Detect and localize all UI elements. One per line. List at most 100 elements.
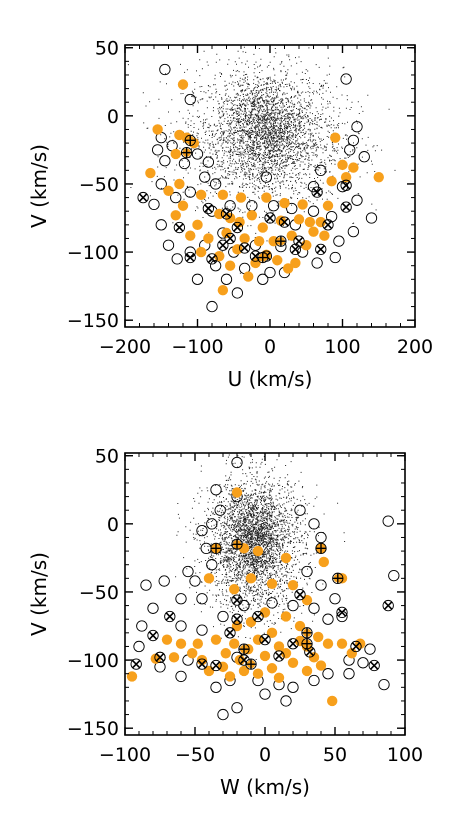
wv-open-circle-point	[238, 599, 250, 612]
wv-filled-circle-point	[259, 607, 271, 618]
uv-x-tick-label: 100	[324, 336, 360, 358]
wv-open-circle-point	[136, 620, 148, 632]
uv-open-circle-point	[209, 178, 222, 190]
wv-crossed-circle-point	[154, 651, 166, 663]
wv-open-circle-point	[196, 624, 208, 636]
uv-filled-circle-point	[232, 244, 243, 255]
uv-filled-circle-point	[253, 235, 265, 247]
uv-open-circle-point	[333, 235, 345, 247]
wv-open-circle-point	[378, 678, 390, 691]
uv-open-circle-point	[325, 211, 338, 223]
uv-crossed-circle-point	[315, 243, 327, 255]
uv-filled-circle-point	[224, 260, 236, 271]
wv-filled-circle-point	[322, 638, 334, 649]
wv-filled-circle-point	[229, 638, 240, 649]
uv-crossed-circle-point	[340, 201, 352, 213]
wv-plus-circle-point	[301, 627, 313, 639]
uv-x-tick-label: −200	[99, 336, 151, 358]
wv-open-circle-point	[175, 593, 187, 605]
wv-plus-circle-point	[301, 638, 313, 650]
uv-filled-circle-point	[163, 185, 174, 196]
wv-filled-circle-point	[313, 631, 324, 643]
uv-x-tick-label: 0	[264, 336, 276, 358]
wv-filled-circle-point	[252, 668, 264, 679]
uv-axis-ticks: −200 −100 0 100 200 −150 −100 −50 0 50	[67, 38, 433, 358]
uv-open-circle-point	[151, 144, 164, 156]
wv-open-circle-point	[214, 504, 226, 516]
wv-crossed-circle-point	[273, 650, 285, 662]
wv-filled-circle-point	[318, 556, 329, 568]
uv-filled-circle-point	[290, 257, 301, 269]
uv-crossed-circle-point	[311, 186, 323, 198]
uv-crossed-circle-point	[220, 208, 233, 220]
uv-filled-circle-point	[326, 176, 337, 187]
wv-filled-circle-point	[245, 573, 257, 584]
wv-open-circle-point	[175, 620, 187, 632]
uv-filled-circle-point	[297, 199, 308, 210]
uv-filled-circle-point	[195, 189, 207, 201]
wv-open-circle-point	[200, 542, 212, 555]
wv-y-axis-title: V (km/s)	[27, 552, 51, 636]
uv-open-circle-point	[358, 151, 370, 163]
wv-open-circle-point	[206, 518, 218, 530]
wv-open-circle-point	[259, 688, 271, 700]
wv-filled-circle-point	[315, 660, 327, 671]
wv-open-circle-point	[206, 559, 218, 571]
uv-open-circle-point	[257, 273, 269, 285]
wv-crossed-circle-point	[147, 629, 159, 642]
wv-filled-circle-point	[273, 641, 285, 652]
uv-open-circle-point	[199, 171, 211, 183]
wv-filled-circle-point	[266, 627, 278, 639]
wv-open-circle-point	[217, 708, 229, 721]
wv-filled-circle-point	[252, 545, 264, 557]
wv-crossed-circle-point	[252, 610, 264, 623]
wv-crossed-circle-point	[294, 589, 306, 601]
uv-open-circle-point	[202, 156, 215, 168]
wv-open-circle-point	[322, 668, 334, 680]
wv-panel: −100 −50 0 50 100 −150 −100 −50 0 50 W (km/s) V (…	[27, 446, 423, 799]
wv-open-circle-point	[217, 610, 229, 623]
uv-filled-circle-point	[177, 79, 189, 90]
uv-open-circle-point	[171, 253, 183, 265]
uv-open-circle-point	[191, 148, 204, 160]
wv-filled-circle-point	[238, 665, 250, 677]
uv-y-axis-title: V (km/s)	[27, 144, 51, 228]
wv-filled-circle-point	[266, 578, 278, 589]
wv-filled-circle-point	[327, 695, 338, 707]
uv-filled-circle-point	[214, 250, 225, 262]
uv-filled-circle-point	[246, 210, 258, 221]
uv-open-circle-point	[264, 266, 276, 279]
wv-filled-circle-point	[192, 638, 203, 649]
uv-filled-circle-point	[174, 178, 185, 190]
wv-open-circle-point	[196, 525, 208, 537]
wv-open-circle-point	[294, 504, 306, 516]
wv-open-circle-point	[329, 593, 341, 605]
uv-open-circle-point	[206, 300, 218, 313]
uv-open-circle-point	[329, 251, 341, 264]
wv-filled-circle-point	[336, 638, 348, 649]
wv-filled-circle-point	[280, 552, 292, 564]
uv-filled-circle-point	[348, 162, 359, 173]
uv-filled-circle-point	[272, 255, 283, 266]
wv-open-circle-point	[308, 602, 320, 614]
wv-filled-circle-point	[175, 638, 187, 649]
wv-open-circle-point	[147, 602, 159, 614]
wv-filled-circle-point	[210, 634, 222, 645]
wv-x-tick-label: −100	[99, 744, 151, 766]
wv-filled-circle-point	[220, 648, 231, 659]
wv-plus-circle-point	[315, 542, 327, 555]
uv-open-circle-point	[344, 144, 356, 156]
uv-y-tick-label: −50	[79, 174, 119, 196]
wv-filled-circle-point	[126, 671, 138, 682]
wv-crossed-circle-point	[196, 658, 208, 670]
wv-x-axis-title: W (km/s)	[220, 775, 310, 799]
uv-open-circle-point	[191, 273, 204, 285]
wv-filled-circle-point	[294, 620, 306, 632]
uv-open-circle-point	[159, 63, 171, 76]
uv-filled-circle-point	[239, 233, 250, 244]
wv-filled-circle-point	[161, 634, 173, 645]
uv-open-circle-point	[267, 200, 280, 212]
wv-plot-frame	[124, 452, 406, 736]
wv-filled-circle-point	[187, 648, 198, 659]
wv-filled-circle-point	[280, 611, 292, 622]
